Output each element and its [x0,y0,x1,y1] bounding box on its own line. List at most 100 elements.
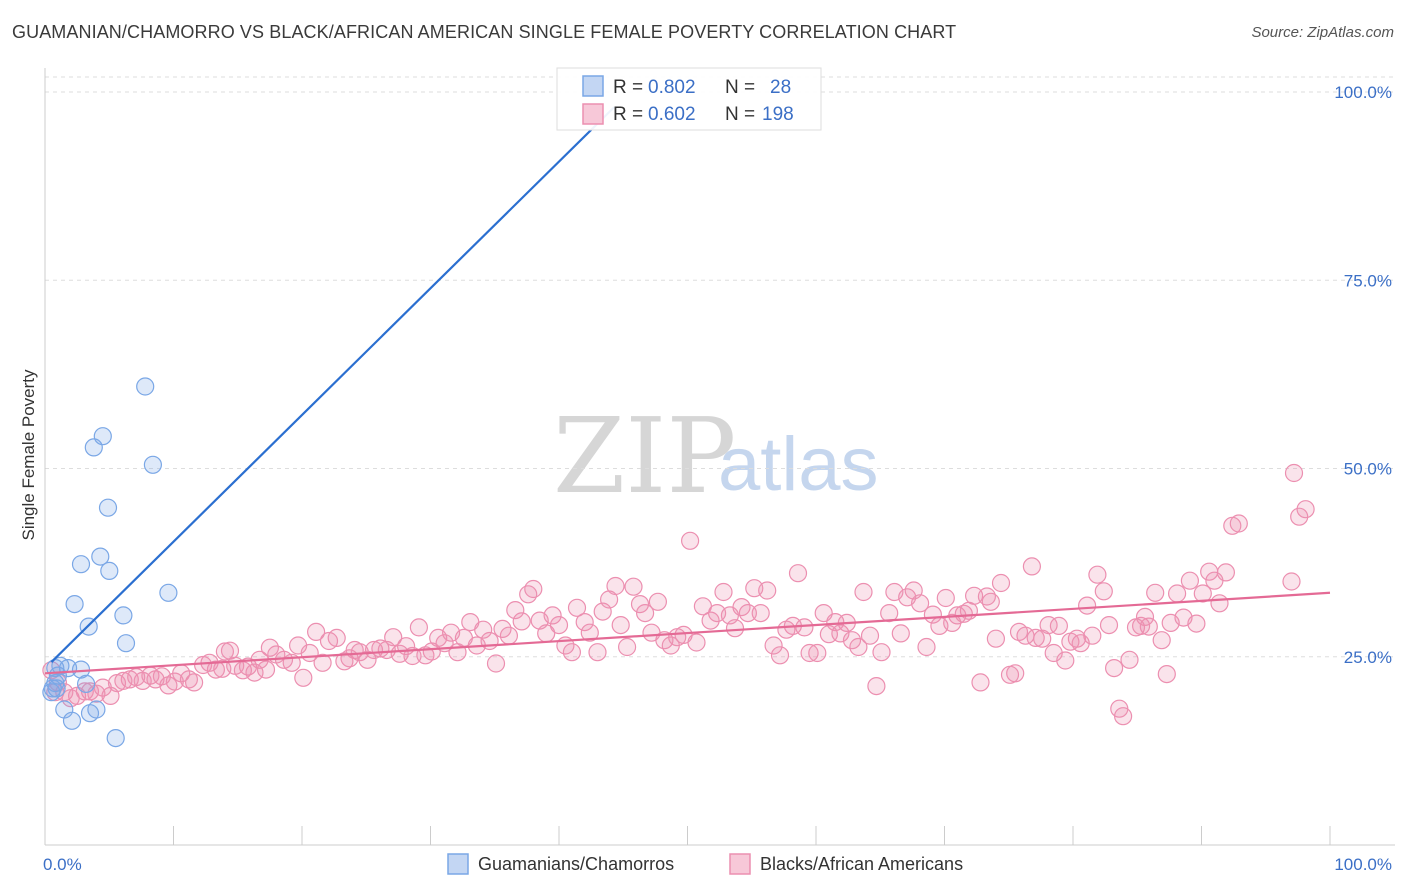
black-point-105 [701,611,720,630]
black-point-153 [991,573,1011,593]
black-point-152 [986,629,1006,648]
black-point-119 [788,564,808,583]
black-point-85 [575,612,594,632]
black-point-83 [562,643,582,662]
black-point-168 [1077,596,1097,615]
black-point-140 [917,637,936,657]
black-point-46 [327,628,346,648]
guamanian-point-9 [62,711,82,730]
black-point-129 [849,637,868,657]
guamanian-point-27 [159,583,178,602]
black-point-122 [808,643,827,663]
black-point-80 [543,606,562,625]
black-point-192 [1210,594,1229,613]
black-point-36 [260,638,279,657]
black-point-188 [1187,614,1206,633]
black-point-199 [1282,572,1301,591]
guamanian-point-26 [143,455,162,474]
legend-r-value-2: 0.602 [648,104,696,125]
black-point-35 [256,660,276,679]
series-legend: Guamanians/Chamorros Blacks/African Amer… [447,853,963,875]
black-point-6 [75,682,94,701]
black-point-187 [1180,571,1200,590]
legend-swatch-pink [582,103,604,125]
black-point-70 [480,631,499,651]
y-axis-title: Single Female Poverty [19,369,38,541]
black-point-86 [580,623,599,642]
black-point-74 [506,600,525,620]
black-point-132 [867,676,886,696]
black-point-148 [964,586,984,605]
black-point-198 [1296,500,1315,519]
y-tick-label-50: 50.0% [1344,460,1392,479]
black-point-107 [714,582,733,602]
black-point-126 [831,624,850,643]
black-point-171 [1094,582,1113,601]
black-point-169 [1083,626,1102,645]
black-point-159 [1026,628,1045,648]
black-point-197 [1290,507,1309,526]
black-point-47 [335,652,354,671]
guamanian-trend-line [50,106,616,663]
black-point-91 [611,615,630,635]
black-point-97 [648,592,668,611]
black-point-73 [499,626,518,645]
black-point-161 [1039,615,1058,635]
x-tick-label-min: 0.0% [43,855,82,874]
black-point-179 [1135,607,1155,627]
black-point-131 [860,626,880,645]
legend-r-value-1: 0.802 [648,77,696,98]
black-point-87 [588,643,607,662]
black-point-116 [770,646,790,665]
black-point-75 [512,612,531,631]
bottom-legend-label-2: Blacks/African Americans [760,854,963,874]
bottom-legend-label-1: Guamanians/Chamorros [478,854,674,874]
black-point-41 [294,668,313,687]
black-point-185 [1167,584,1187,603]
black-point-139 [910,594,930,613]
black-point-76 [519,585,538,604]
black-point-95 [635,603,655,623]
black-point-189 [1193,584,1212,603]
black-point-146 [954,604,973,623]
black-point-182 [1152,631,1171,650]
black-point-134 [880,603,899,623]
guamanian-point-19 [93,427,112,446]
black-point-90 [606,576,625,596]
black-point-170 [1088,565,1107,584]
axes [44,68,1395,846]
black-point-195 [1229,514,1248,533]
x-tick-label-max: 100.0% [1334,855,1392,874]
black-point-71 [486,654,506,673]
guamanian-point-21 [100,561,119,581]
black-point-120 [795,618,814,637]
legend-n-value-2: 198 [762,104,794,125]
black-point-158 [1022,557,1042,576]
black-point-113 [751,603,770,623]
legend-n-value-1: 28 [770,77,791,98]
guamanian-point-17 [87,700,106,719]
chart-title: GUAMANIAN/CHAMORRO VS BLACK/AFRICAN AMER… [12,22,957,42]
black-trend-line [44,591,1331,675]
guamanian-point-23 [114,606,133,625]
black-point-26 [206,660,225,679]
legend-n-label-1: N = [725,77,755,98]
black-point-115 [764,636,783,655]
black-point-28 [215,642,234,661]
black-point-59 [409,618,428,637]
legend-r-label-1: R = [613,77,643,98]
black-point-51 [358,650,377,669]
watermark-atlas: atlas [718,422,879,507]
black-point-175 [1113,707,1133,726]
black-point-23 [185,673,204,692]
black-point-128 [842,631,862,650]
black-point-72 [493,619,512,639]
guamanian-point-22 [106,728,125,748]
black-point-103 [687,633,706,652]
guamanian-point-20 [98,498,118,517]
black-point-114 [758,581,777,600]
guamanian-point-10 [65,594,84,614]
black-point-173 [1104,658,1124,678]
black-point-180 [1139,617,1158,636]
black-point-55 [384,628,403,647]
